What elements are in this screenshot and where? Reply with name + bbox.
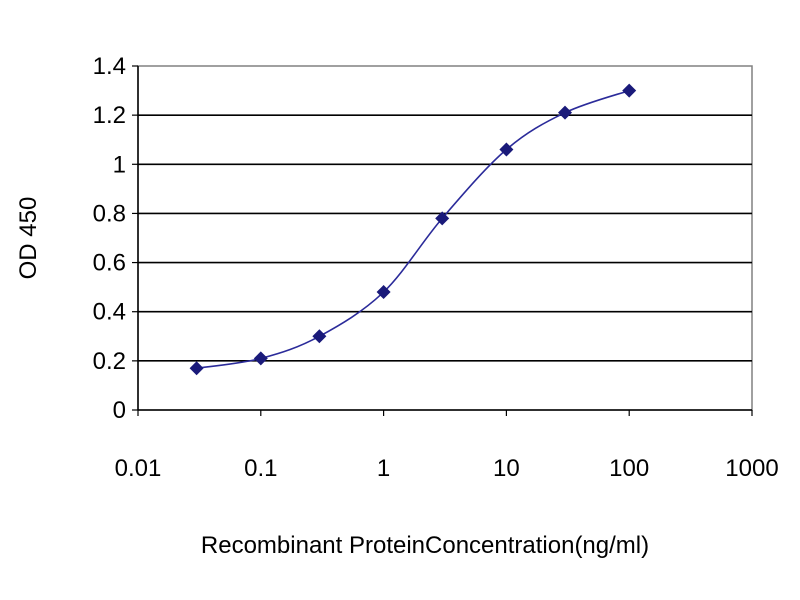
data-point-0 <box>189 361 204 376</box>
x-tick-labels: 0.01 0.1 1 10 100 1000 <box>115 455 779 482</box>
plot-area <box>137 65 753 411</box>
data-point-5 <box>499 142 514 157</box>
data-point-1 <box>253 351 268 366</box>
data-point-2 <box>312 329 327 344</box>
x-tick-label: 10 <box>493 455 520 482</box>
y-tick-labels: 0 0.2 0.4 0.6 0.8 1 1.2 1.4 <box>93 53 126 424</box>
y-tick-label: 0 <box>113 397 126 424</box>
series-group <box>189 83 637 376</box>
y-tick-label: 1.4 <box>93 53 126 80</box>
y-tick-label: 0.6 <box>93 250 126 277</box>
grid-lines <box>138 114 752 362</box>
data-point-7 <box>622 83 637 98</box>
axes <box>132 65 753 416</box>
x-tick-label: 0.01 <box>115 455 162 482</box>
data-point-6 <box>557 105 572 120</box>
y-tick-label: 0.8 <box>93 200 126 227</box>
data-point-4 <box>435 211 450 226</box>
y-tick-label: 1 <box>113 151 126 178</box>
y-tick-label: 1.2 <box>93 102 126 129</box>
x-tick-label: 100 <box>609 455 649 482</box>
y-tick-label: 0.4 <box>93 299 126 326</box>
y-tick-label: 0.2 <box>93 348 126 375</box>
x-tick-label: 0.1 <box>244 455 277 482</box>
series-line-0 <box>196 89 630 370</box>
y-axis-title: OD 450 <box>15 197 42 280</box>
x-axis-title: Recombinant ProteinConcentration(ng/ml) <box>201 532 649 559</box>
x-tick-label: 1000 <box>725 455 778 482</box>
x-tick-label: 1 <box>377 455 390 482</box>
data-point-3 <box>376 285 391 300</box>
